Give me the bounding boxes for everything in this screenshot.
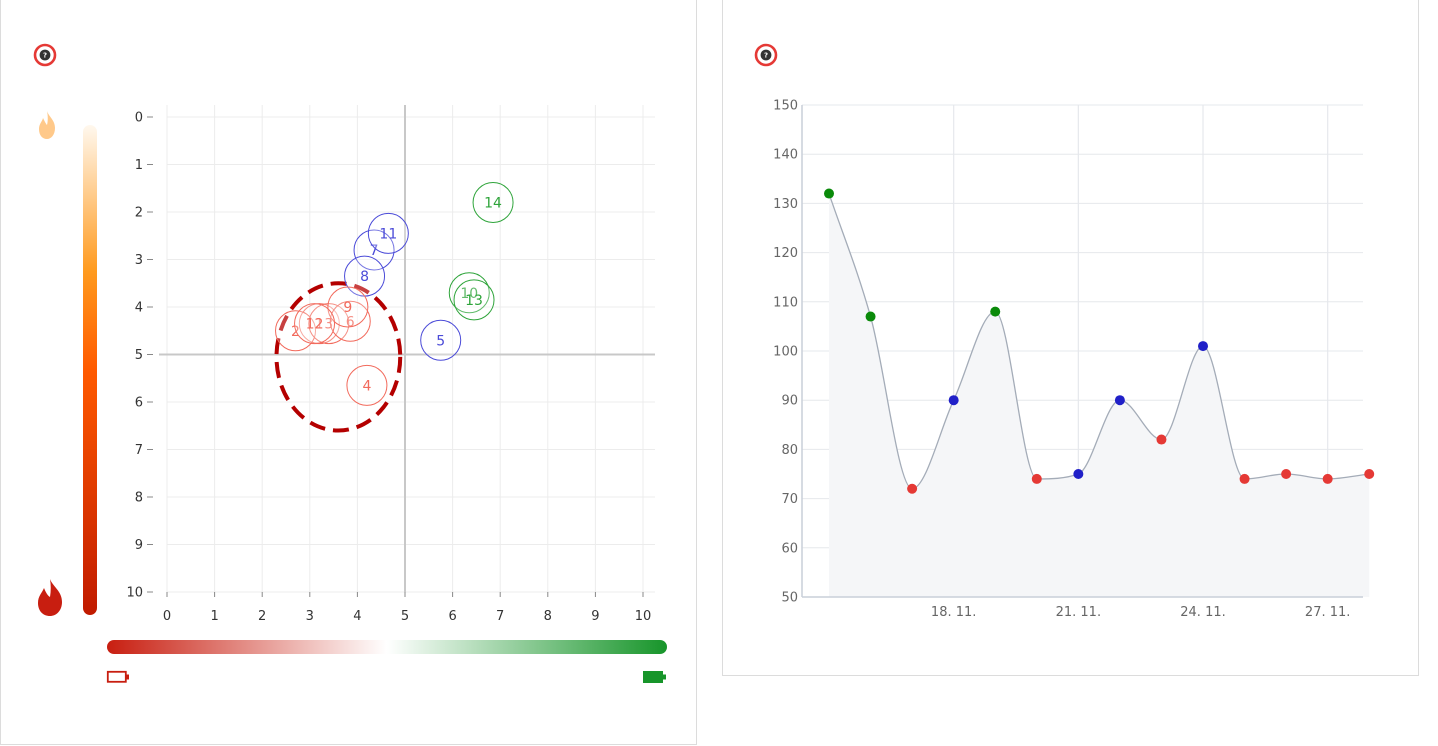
data-point <box>948 395 959 406</box>
data-point <box>824 188 835 199</box>
x-tick-label: 10 <box>635 609 652 624</box>
bubble-label: 10 <box>460 286 478 302</box>
bubble <box>353 229 395 271</box>
line-axes: 50 60 70 80 90 100 110 120 130 140 150 18. 11. 21. 1… <box>773 99 1363 620</box>
trend-chart-panel: ? 50 60 70 80 90 100 110 120 130 140 150 18. 11. 21.… <box>722 0 1419 676</box>
bubble-label: 1 <box>315 317 324 333</box>
y-tick-label: 90 <box>781 394 798 409</box>
scatter-grid <box>166 105 655 593</box>
y-tick-label: 8 <box>135 491 143 506</box>
bubble <box>448 272 490 314</box>
heat-scale-bar <box>83 125 97 615</box>
line-area <box>829 193 1370 597</box>
y-tick-label: 130 <box>773 197 798 212</box>
y-tick-label: 80 <box>781 443 798 458</box>
x-tick-label: 21. 11. <box>1056 605 1101 620</box>
highlight-ellipse <box>274 281 403 433</box>
bubble-label: 3 <box>324 317 333 333</box>
svg-text:?: ? <box>43 52 47 60</box>
bubble <box>420 319 462 361</box>
help-circle-icon[interactable]: ? <box>754 43 778 67</box>
data-point <box>1322 473 1333 484</box>
y-tick-label: 5 <box>135 348 143 363</box>
data-point <box>1156 434 1167 445</box>
bubble-label: 13 <box>465 293 483 309</box>
data-point <box>1114 395 1125 406</box>
y-tick-label: 3 <box>135 253 143 268</box>
y-tick-label: 4 <box>135 301 143 316</box>
bubble-label: 4 <box>362 378 371 394</box>
x-tick-label: 27. 11. <box>1305 605 1350 620</box>
bubble <box>294 303 336 345</box>
data-point <box>1198 341 1209 352</box>
x-tick-label: 9 <box>591 609 599 624</box>
y-tick-label: 0 <box>135 111 143 126</box>
bubble-label: 9 <box>343 300 352 316</box>
x-tick-label: 24. 11. <box>1180 605 1225 620</box>
x-tick-label: 0 <box>163 609 171 624</box>
y-tick-label: 100 <box>773 345 798 360</box>
bubble-label: 8 <box>360 269 369 285</box>
help-circle-icon[interactable]: ? <box>33 43 57 67</box>
bubble-label: 11 <box>379 226 397 242</box>
x-tick-label: 1 <box>210 609 218 624</box>
svg-text:?: ? <box>764 52 768 60</box>
battery-icon <box>106 670 129 683</box>
x-tick-label: 4 <box>353 609 361 624</box>
data-point <box>1239 473 1250 484</box>
y-tick-label: 60 <box>781 541 798 556</box>
bubble <box>327 286 369 328</box>
y-tick-label: 6 <box>135 396 143 411</box>
x-tick-label: 3 <box>306 609 314 624</box>
x-tick-label: 6 <box>448 609 456 624</box>
data-point <box>1031 473 1042 484</box>
y-tick-label: 2 <box>135 206 143 221</box>
y-tick-label: 140 <box>773 148 798 163</box>
y-tick-label: 50 <box>781 591 798 606</box>
data-point <box>907 483 918 494</box>
bubble-label: 14 <box>484 196 502 212</box>
data-point <box>1281 469 1292 479</box>
bubble <box>329 300 371 342</box>
bubble <box>472 182 514 223</box>
data-point <box>865 311 876 322</box>
battery-icon <box>643 671 666 683</box>
bubble <box>367 212 409 254</box>
line-points <box>824 188 1375 494</box>
x-tick-label: 18. 11. <box>931 605 976 620</box>
y-tick-label: 120 <box>773 246 798 261</box>
bubble <box>308 303 350 345</box>
bubble-label: 5 <box>436 333 445 349</box>
x-tick-label: 8 <box>544 609 552 624</box>
trend-line-chart: 50 60 70 80 90 100 110 120 130 140 150 18. 11. 21. 1… <box>773 99 1375 620</box>
y-tick-label: 10 <box>126 586 143 601</box>
flame-icon <box>39 111 55 139</box>
energy-scale-bar <box>107 640 667 654</box>
bubble-label: 12 <box>306 317 324 333</box>
scatter-points: 1234567891011121314 <box>274 182 514 433</box>
bubble-label: 6 <box>346 314 355 330</box>
y-tick-label: 1 <box>135 158 143 173</box>
flame-icon <box>38 579 62 616</box>
y-tick-label: 9 <box>135 538 143 553</box>
data-point <box>990 306 1001 317</box>
y-tick-label: 150 <box>773 99 798 114</box>
x-tick-label: 7 <box>496 609 504 624</box>
bubble <box>453 279 495 321</box>
x-tick-label: 2 <box>258 609 266 624</box>
bubble-label: 2 <box>291 324 300 340</box>
y-tick-label: 7 <box>135 443 143 458</box>
y-tick-label: 70 <box>781 492 798 507</box>
data-point <box>1073 469 1084 479</box>
x-tick-label: 5 <box>401 609 409 624</box>
y-tick-label: 110 <box>773 295 798 310</box>
bubble-label: 7 <box>370 243 379 259</box>
data-point <box>1364 469 1375 479</box>
bubble <box>346 364 388 406</box>
